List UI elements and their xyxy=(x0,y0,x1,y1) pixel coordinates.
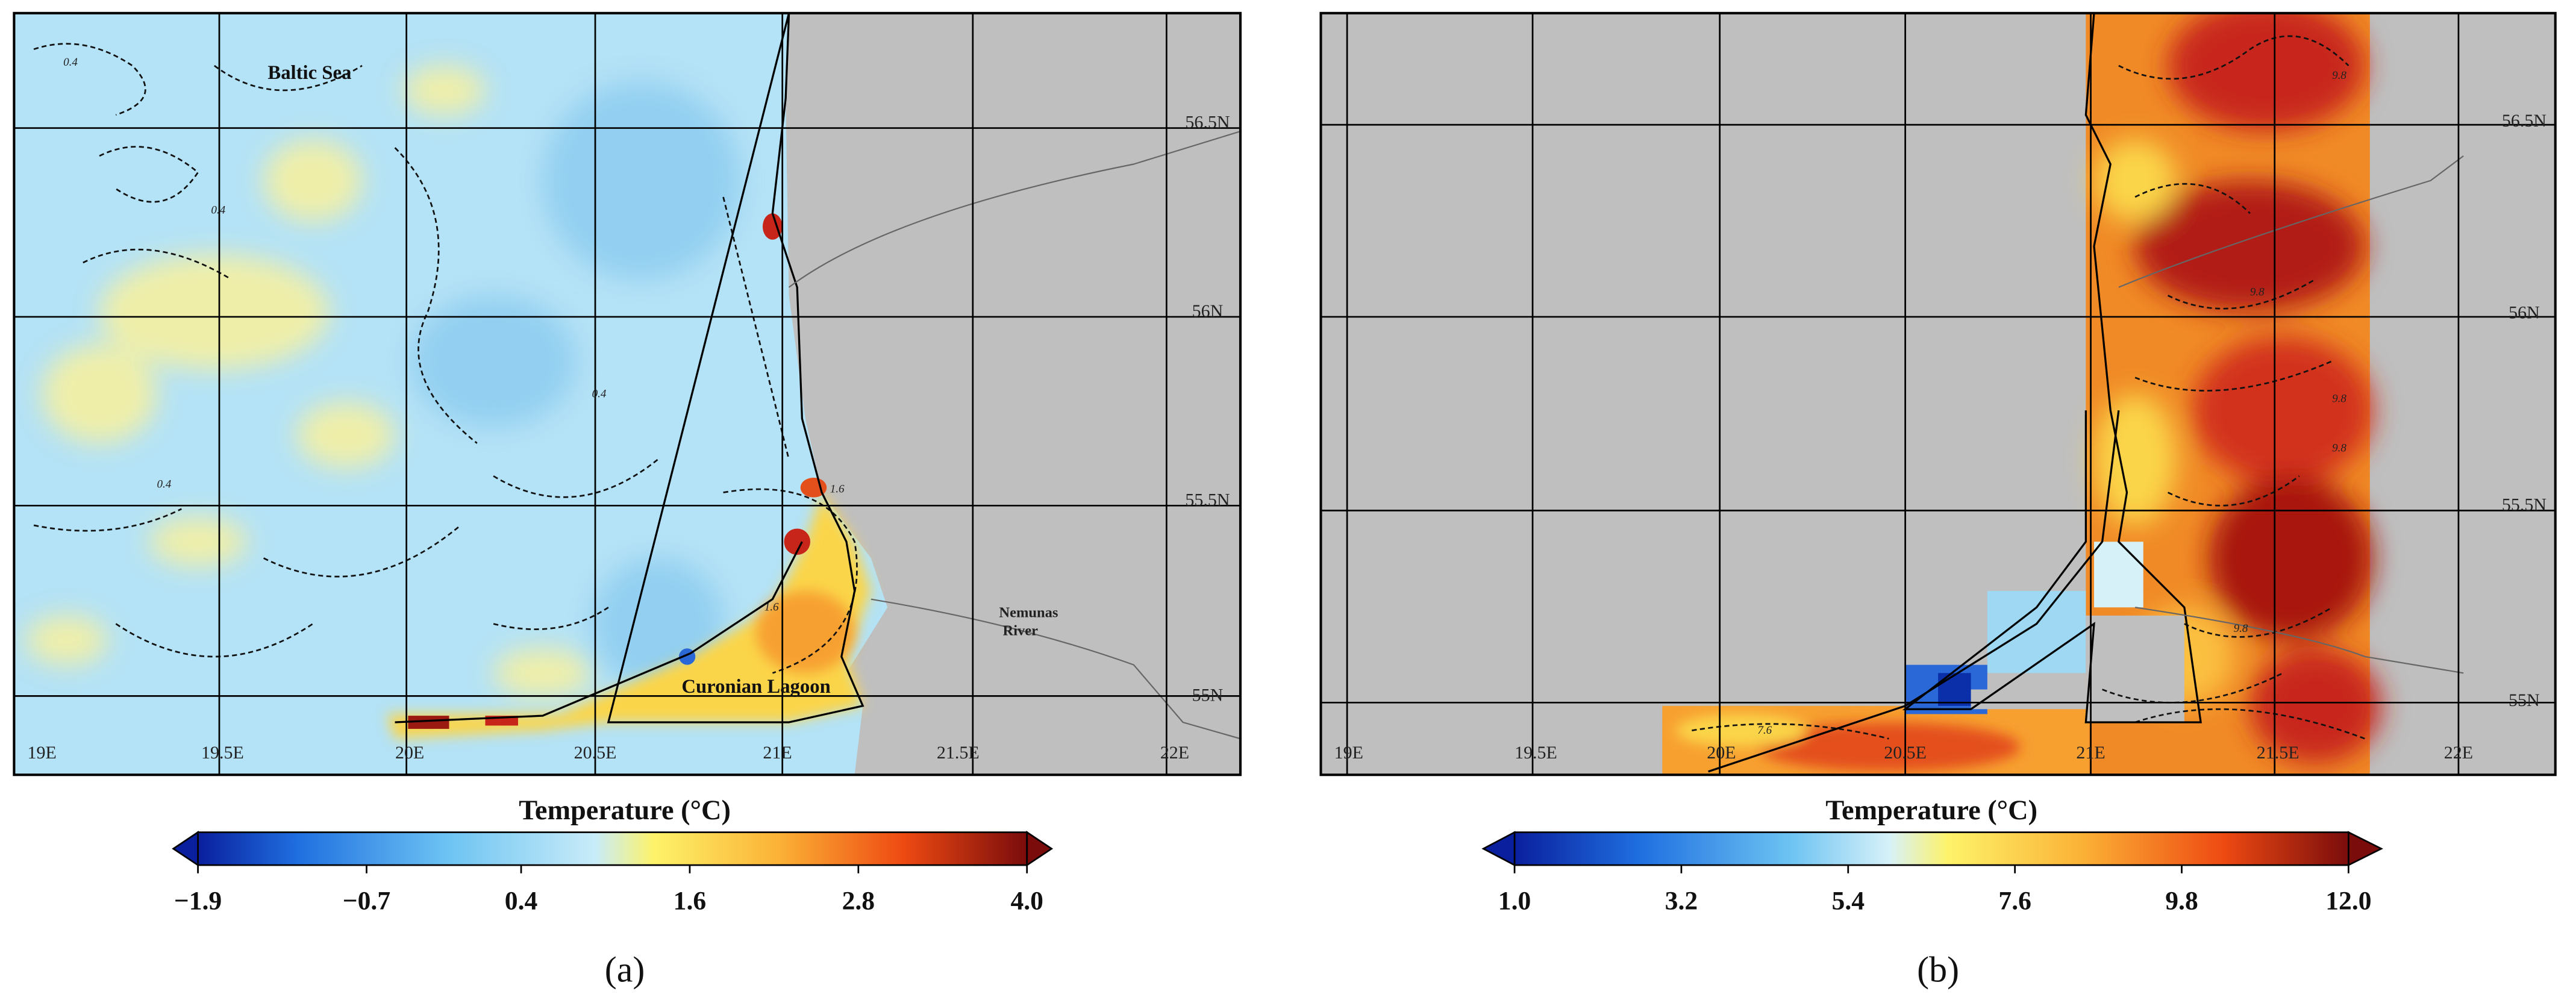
map-a xyxy=(14,13,1240,775)
colorbar-tick-label: 2.8 xyxy=(842,887,875,916)
contour-label: 9.8 xyxy=(2234,622,2248,635)
lon-label: 21.5E xyxy=(2257,743,2299,763)
colorbar-tick-label: 7.6 xyxy=(1998,887,2031,916)
place-label: Baltic Sea xyxy=(267,62,351,84)
lon-label: 20.5E xyxy=(1884,743,1927,763)
panel-label: (b) xyxy=(1917,950,1959,990)
contour-label: 0.4 xyxy=(157,478,171,490)
contour-label: 1.6 xyxy=(764,601,779,614)
map-frame xyxy=(13,11,1242,776)
map-frame xyxy=(1319,11,2557,776)
colorbar-title: Temperature (°C) xyxy=(1825,795,2037,826)
lat-label: 55N xyxy=(1192,686,1224,705)
contour-label: 0.4 xyxy=(592,387,607,400)
contour-label: 9.8 xyxy=(2250,286,2265,299)
colorbar-extend-low xyxy=(1481,831,1516,867)
contour-label: 7.6 xyxy=(1757,724,1772,737)
lat-label: 56.5N xyxy=(1185,113,1230,133)
lat-label: 55.5N xyxy=(2502,495,2546,514)
lon-label: 19.5E xyxy=(1515,743,1557,763)
colorbar-tick-label: 4.0 xyxy=(1010,887,1043,916)
contour-label: 0.4 xyxy=(63,56,78,69)
lon-label: 22E xyxy=(1160,743,1189,763)
lon-label: 19.5E xyxy=(201,743,244,763)
lon-label: 21E xyxy=(2076,743,2105,763)
place-label: Curonian Lagoon xyxy=(681,676,830,698)
colorbar-tick-label: 1.0 xyxy=(1498,887,1531,916)
lat-label: 55.5N xyxy=(1185,490,1230,510)
contour-label: 9.8 xyxy=(2332,442,2346,454)
panel-label: (a) xyxy=(605,950,645,990)
colorbar-extend-low xyxy=(172,831,199,867)
colorbar xyxy=(1513,831,2349,866)
colorbar-tick-label: 3.2 xyxy=(1665,887,1698,916)
colorbar-title: Temperature (°C) xyxy=(519,795,731,826)
lon-label: 19E xyxy=(1334,743,1363,763)
lat-label: 56N xyxy=(1192,301,1224,321)
lon-label: 19E xyxy=(28,743,57,763)
lon-label: 20E xyxy=(395,743,424,763)
lon-label: 20E xyxy=(1707,743,1736,763)
contour-label: 0.4 xyxy=(211,204,225,216)
contour-label: 1.6 xyxy=(830,483,845,496)
colorbar-tick-label: −0.7 xyxy=(343,887,390,916)
colorbar-tick-label: 12.0 xyxy=(2325,887,2371,916)
colorbar-extend-high xyxy=(2348,831,2383,867)
colorbar xyxy=(197,831,1028,866)
contour-label: 9.8 xyxy=(2332,69,2346,82)
lat-label: 55N xyxy=(2509,690,2540,710)
place-label: Nemunas River xyxy=(999,605,1058,639)
colorbar-tick-label: 5.4 xyxy=(1832,887,1865,916)
colorbar-extend-high xyxy=(1026,831,1054,867)
colorbar-tick-label: 9.8 xyxy=(2165,887,2198,916)
lon-label: 21E xyxy=(763,743,792,763)
colorbar-tick-label: −1.9 xyxy=(174,887,222,916)
lat-label: 56.5N xyxy=(2502,111,2546,131)
colorbar-tick-label: 1.6 xyxy=(674,887,707,916)
lat-label: 56N xyxy=(2509,303,2540,323)
map-b xyxy=(1321,13,2556,775)
contour-label: 9.8 xyxy=(2332,393,2346,405)
colorbar-tick-label: 0.4 xyxy=(505,887,537,916)
lon-label: 20.5E xyxy=(574,743,617,763)
lon-label: 21.5E xyxy=(937,743,980,763)
lon-label: 22E xyxy=(2444,743,2473,763)
